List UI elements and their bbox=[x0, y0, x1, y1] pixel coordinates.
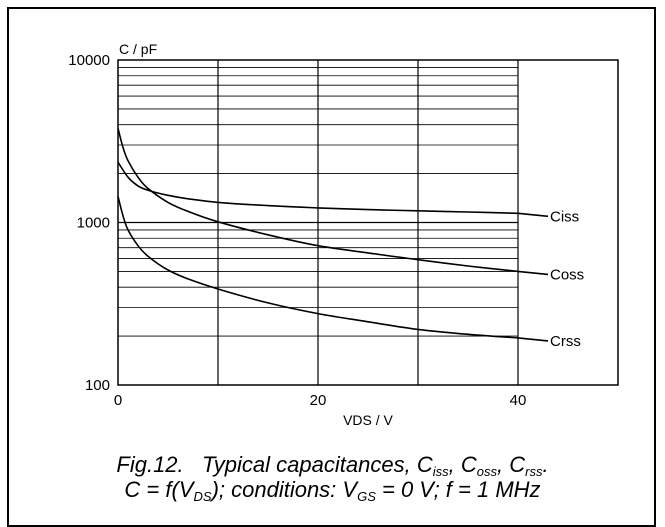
series-line-coss bbox=[117, 128, 549, 276]
caption-fig-number: Fig.12. bbox=[116, 452, 184, 477]
x-tick-label: 20 bbox=[310, 392, 327, 409]
plot-area bbox=[117, 59, 619, 386]
figure-caption-line1: Fig.12. Typical capacitances, Ciss, Coss… bbox=[116, 452, 549, 479]
y-axis-label: C / pF bbox=[119, 41, 157, 57]
series-line-ciss bbox=[117, 161, 549, 218]
series-label-coss: Coss bbox=[550, 266, 584, 283]
series-label-ciss: Ciss bbox=[550, 208, 579, 225]
caption-ciss: Ciss bbox=[416, 452, 449, 479]
caption-title: Typical capacitances, bbox=[202, 452, 411, 477]
series-line-crss bbox=[117, 196, 549, 342]
x-tick-label: 0 bbox=[114, 392, 122, 409]
grid bbox=[118, 60, 519, 385]
capacitance-chart: Ciss Coss Crss 0 20 40 100 1000 10000 C / pF VD… bbox=[68, 41, 619, 428]
caption-crss: Crss bbox=[509, 452, 543, 479]
x-axis-label: VDS / V bbox=[343, 412, 393, 428]
y-tick-label: 100 bbox=[85, 377, 110, 394]
series-label-crss: Crss bbox=[550, 333, 581, 350]
y-tick-label: 10000 bbox=[68, 52, 110, 69]
figure-caption-line2: C = f(VDS); conditions: VGS = 0 V; f = 1… bbox=[124, 477, 541, 504]
series-group: Ciss Coss Crss bbox=[117, 128, 584, 350]
tick-labels: 0 20 40 100 1000 10000 bbox=[68, 52, 526, 409]
y-tick-label: 1000 bbox=[77, 215, 110, 232]
caption-coss: Coss bbox=[460, 452, 497, 479]
x-tick-label: 40 bbox=[510, 392, 527, 409]
